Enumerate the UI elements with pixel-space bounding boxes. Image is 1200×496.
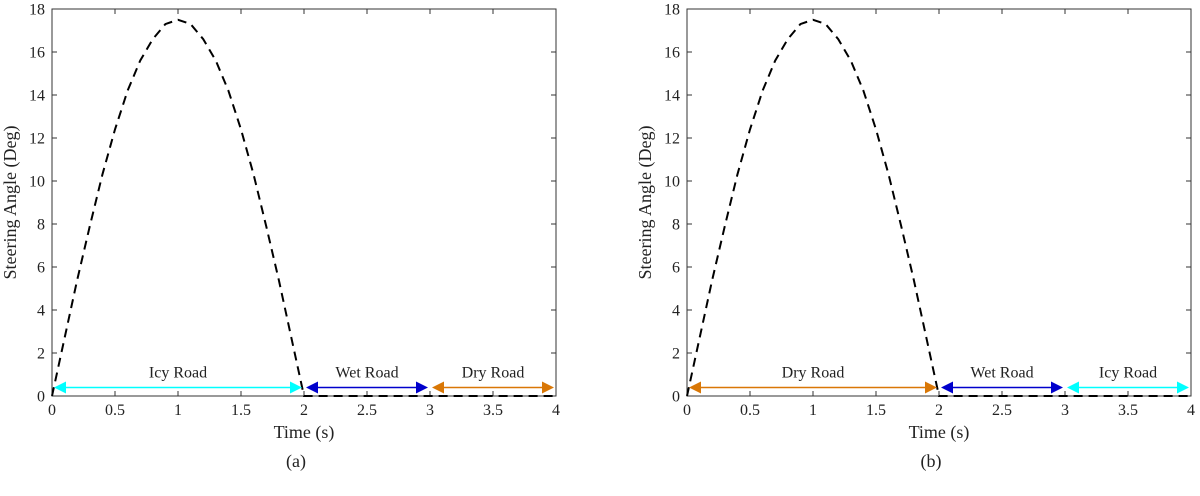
x-tick-label: 0.5: [740, 402, 760, 419]
y-tick-label: 14: [29, 88, 45, 105]
panel-caption: (a): [286, 451, 306, 472]
x-tick-label: 3: [1061, 402, 1069, 419]
chart-panel-a: 0 0.5 1 1.5 2 2.5 3 3.5 4 0 2 4 6 8 10 12 14 16 18 Time (s)…: [0, 2, 560, 473]
road-segment-arrowhead-right: [1177, 381, 1189, 394]
x-tick-label: 1: [174, 402, 182, 419]
road-segment-label: Wet Road: [970, 365, 1033, 382]
road-segment-arrowhead-right: [416, 381, 428, 394]
y-tick-label: 16: [664, 45, 680, 62]
panel-caption: (b): [921, 451, 942, 472]
x-tick-label: 3: [426, 402, 434, 419]
road-segment-label: Icy Road: [149, 365, 207, 382]
x-tick-label: 0: [683, 402, 691, 419]
x-tick-label: 1: [809, 402, 817, 419]
road-segment-arrowhead-left: [54, 381, 66, 394]
y-tick-label: 6: [672, 260, 680, 277]
x-tick-label: 0.5: [105, 402, 125, 419]
x-tick-label: 0: [48, 402, 56, 419]
y-tick-label: 6: [37, 260, 45, 277]
x-tick-label: 4: [552, 402, 560, 419]
road-segment-label: Dry Road: [782, 365, 845, 382]
road-segment-arrowhead-left: [432, 381, 444, 394]
road-segment-label: Wet Road: [335, 365, 398, 382]
y-tick-label: 0: [37, 389, 45, 406]
y-tick-label: 16: [29, 45, 45, 62]
chart-panel-b: 0 0.5 1 1.5 2 2.5 3 3.5 4 0 2 4 6 8 10 12 14 16 18 Time (s)…: [635, 2, 1195, 473]
y-tick-label: 2: [672, 346, 680, 363]
y-tick-label: 10: [664, 174, 680, 191]
road-segment-arrowhead-left: [306, 381, 318, 394]
series-line-steering-angle: [686, 18, 1191, 397]
y-tick-label: 4: [37, 303, 45, 320]
y-tick-label: 0: [672, 389, 680, 406]
y-axis-label: Steering Angle (Deg): [0, 126, 21, 280]
y-tick-label: 4: [672, 303, 680, 320]
road-segment-arrowhead-left: [689, 381, 701, 394]
x-axis-label: Time (s): [274, 422, 335, 443]
plot-area-frame: [51, 8, 557, 397]
y-tick-label: 18: [664, 2, 680, 19]
x-tick-label: 2.5: [357, 402, 377, 419]
y-tick-label: 8: [672, 217, 680, 234]
road-segment-arrowhead-right: [925, 381, 937, 394]
y-tick-label: 12: [664, 131, 680, 148]
y-tick-label: 2: [37, 346, 45, 363]
y-tick-label: 18: [29, 2, 45, 19]
x-tick-label: 4: [1187, 402, 1195, 419]
x-tick-label: 1.5: [231, 402, 251, 419]
road-segment-label: Icy Road: [1099, 365, 1157, 382]
y-tick-label: 10: [29, 174, 45, 191]
road-segment-arrowhead-right: [290, 381, 302, 394]
y-axis-label: Steering Angle (Deg): [635, 126, 656, 280]
road-segment-arrowhead-left: [1067, 381, 1079, 394]
x-tick-label: 1.5: [866, 402, 886, 419]
y-tick-label: 14: [664, 88, 680, 105]
y-tick-label: 12: [29, 131, 45, 148]
road-segment-label: Dry Road: [462, 365, 525, 382]
series-line-steering-angle: [51, 18, 556, 397]
road-segment-arrowhead-left: [941, 381, 953, 394]
x-tick-label: 3.5: [483, 402, 503, 419]
x-axis-label: Time (s): [909, 422, 970, 443]
y-tick-label: 8: [37, 217, 45, 234]
x-tick-label: 2.5: [992, 402, 1012, 419]
road-segment-arrowhead-right: [542, 381, 554, 394]
plot-area-frame: [686, 8, 1192, 397]
x-tick-label: 3.5: [1118, 402, 1138, 419]
x-tick-label: 2: [935, 402, 943, 419]
road-segment-arrowhead-right: [1051, 381, 1063, 394]
x-tick-label: 2: [300, 402, 308, 419]
